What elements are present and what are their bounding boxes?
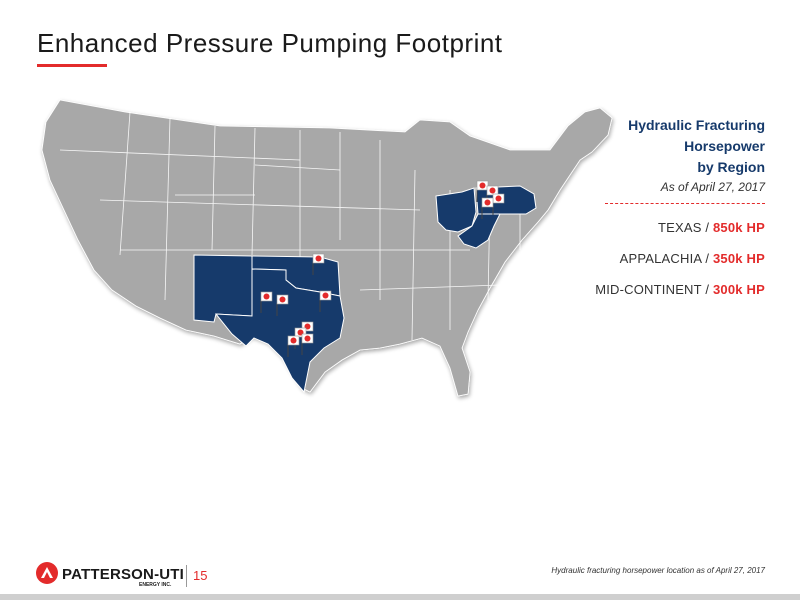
region-appalachia: APPALACHIA / 350k HP — [565, 251, 765, 266]
page-title: Enhanced Pressure Pumping Footprint — [37, 28, 503, 58]
legend-divider — [605, 203, 765, 204]
state-texas — [214, 268, 345, 394]
footer-divider — [186, 565, 187, 587]
region-value: 350k HP — [713, 251, 765, 266]
region-name: TEXAS / — [657, 220, 713, 235]
region-mid-continent: MID-CONTINENT / 300k HP — [565, 282, 765, 297]
footer-bar — [0, 594, 800, 600]
state-new-mexico — [193, 254, 253, 323]
region-value: 850k HP — [713, 220, 765, 235]
footnote: Hydraulic fracturing horsepower location… — [551, 566, 765, 575]
legend-heading-line1: Hydraulic Fracturing — [628, 117, 765, 133]
page-number: 15 — [193, 568, 208, 583]
legend-heading-line2: Horsepower — [684, 138, 765, 154]
company-name: PATTERSON-UTI — [62, 566, 185, 583]
us-outline — [41, 99, 613, 397]
legend-heading-line3: by Region — [697, 159, 765, 175]
hp-legend: Hydraulic Fracturing Horsepower by Regio… — [565, 115, 765, 297]
highlighted-regions — [193, 185, 537, 394]
state-borders — [59, 111, 521, 341]
region-name: MID-CONTINENT / — [595, 282, 713, 297]
legend-date: As of April 27, 2017 — [660, 180, 765, 194]
company-subtitle: ENERGY INC. — [139, 582, 172, 588]
region-value: 300k HP — [713, 282, 765, 297]
state-west-virginia — [457, 213, 501, 249]
region-texas: TEXAS / 850k HP — [565, 220, 765, 235]
state-ohio — [435, 187, 477, 233]
company-logo-icon — [36, 562, 58, 584]
region-name: APPALACHIA / — [619, 251, 713, 266]
title-underline — [37, 64, 107, 67]
